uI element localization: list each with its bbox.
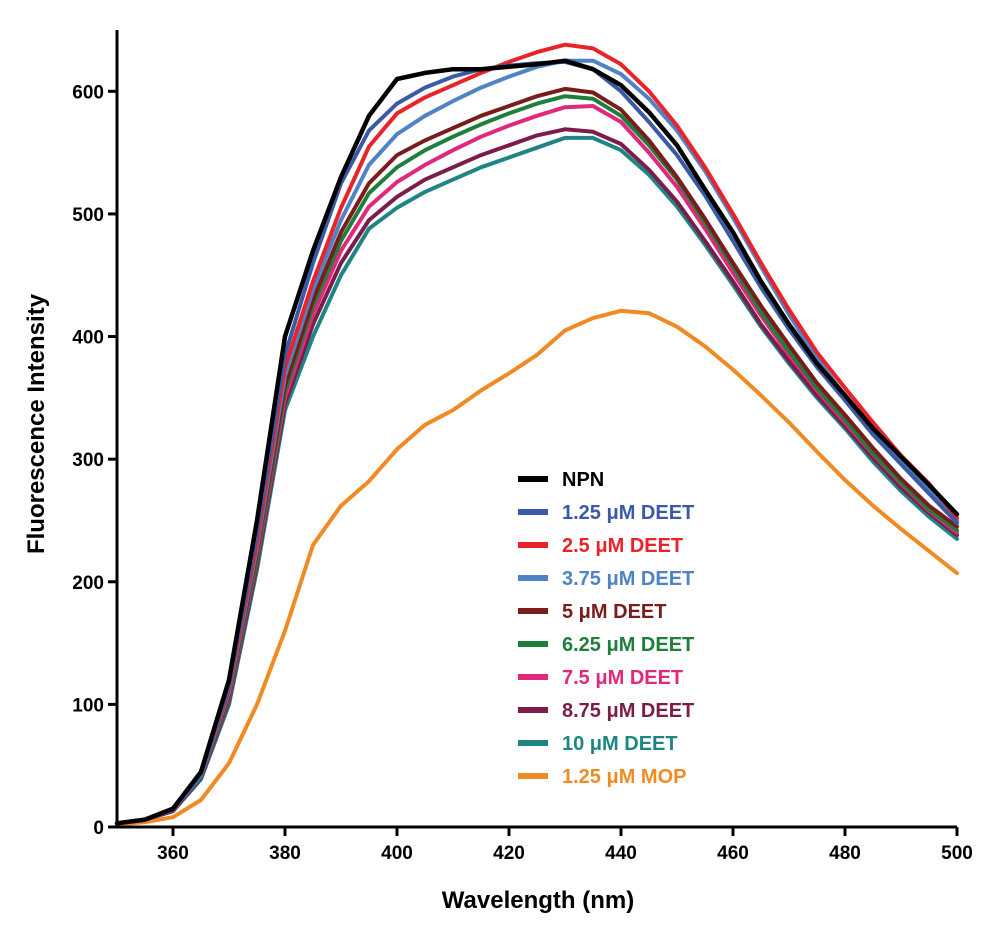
x-axis-title: Wavelength (nm)	[442, 887, 634, 914]
x-tick-label-480: 480	[829, 843, 861, 864]
series-line-1-25-um-mop	[115, 308, 959, 827]
x-tick-label-500: 500	[941, 843, 973, 864]
series-line-npn	[114, 58, 960, 826]
y-axis-title: Fluorescence Intensity	[23, 293, 50, 554]
y-tick-label-0: 0	[93, 818, 104, 839]
y-tick-label-200: 200	[72, 573, 104, 594]
legend-label-1-25-um-mop: 1.25 μM MOP	[562, 766, 687, 788]
legend-label-npn: NPN	[562, 469, 604, 491]
x-tick-label-440: 440	[605, 843, 637, 864]
legend-label-10-um-deet: 10 μM DEET	[562, 733, 678, 755]
x-tick-label-460: 460	[717, 843, 749, 864]
legend-label-8-75-um-deet: 8.75 μM DEET	[562, 700, 694, 722]
legend-label-2-5-um-deet: 2.5 μM DEET	[562, 535, 683, 557]
legend: NPN 1.25 μM DEET 2.5 μM DEET 3.75 μM DEET 5 …	[518, 469, 694, 788]
y-tick-label-100: 100	[72, 695, 104, 716]
legend-label-1-25-um-deet: 1.25 μM DEET	[562, 502, 694, 524]
series-line-5-um-deet	[115, 86, 959, 826]
series-line-2-5-um-deet	[115, 42, 959, 826]
x-tick-label-360: 360	[157, 843, 189, 864]
y-tick-label-600: 600	[72, 82, 104, 103]
series-lines	[114, 42, 960, 827]
legend-label-6-25-um-deet: 6.25 μM DEET	[562, 634, 694, 656]
legend-label-3-75-um-deet: 3.75 μM DEET	[562, 568, 694, 590]
axes: 0 100 200 300 400 500 600 360 380 400 420 440 460 480…	[72, 30, 973, 864]
x-tick-label-420: 420	[493, 843, 525, 864]
legend-label-7-5-um-deet: 7.5 μM DEET	[562, 667, 683, 689]
x-tick-label-380: 380	[269, 843, 301, 864]
series-line-6-25-um-deet	[115, 94, 959, 826]
y-tick-label-500: 500	[72, 205, 104, 226]
y-tick-label-400: 400	[72, 328, 104, 349]
legend-label-5-um-deet: 5 μM DEET	[562, 601, 666, 623]
y-tick-label-300: 300	[72, 450, 104, 471]
x-tick-label-400: 400	[381, 843, 413, 864]
